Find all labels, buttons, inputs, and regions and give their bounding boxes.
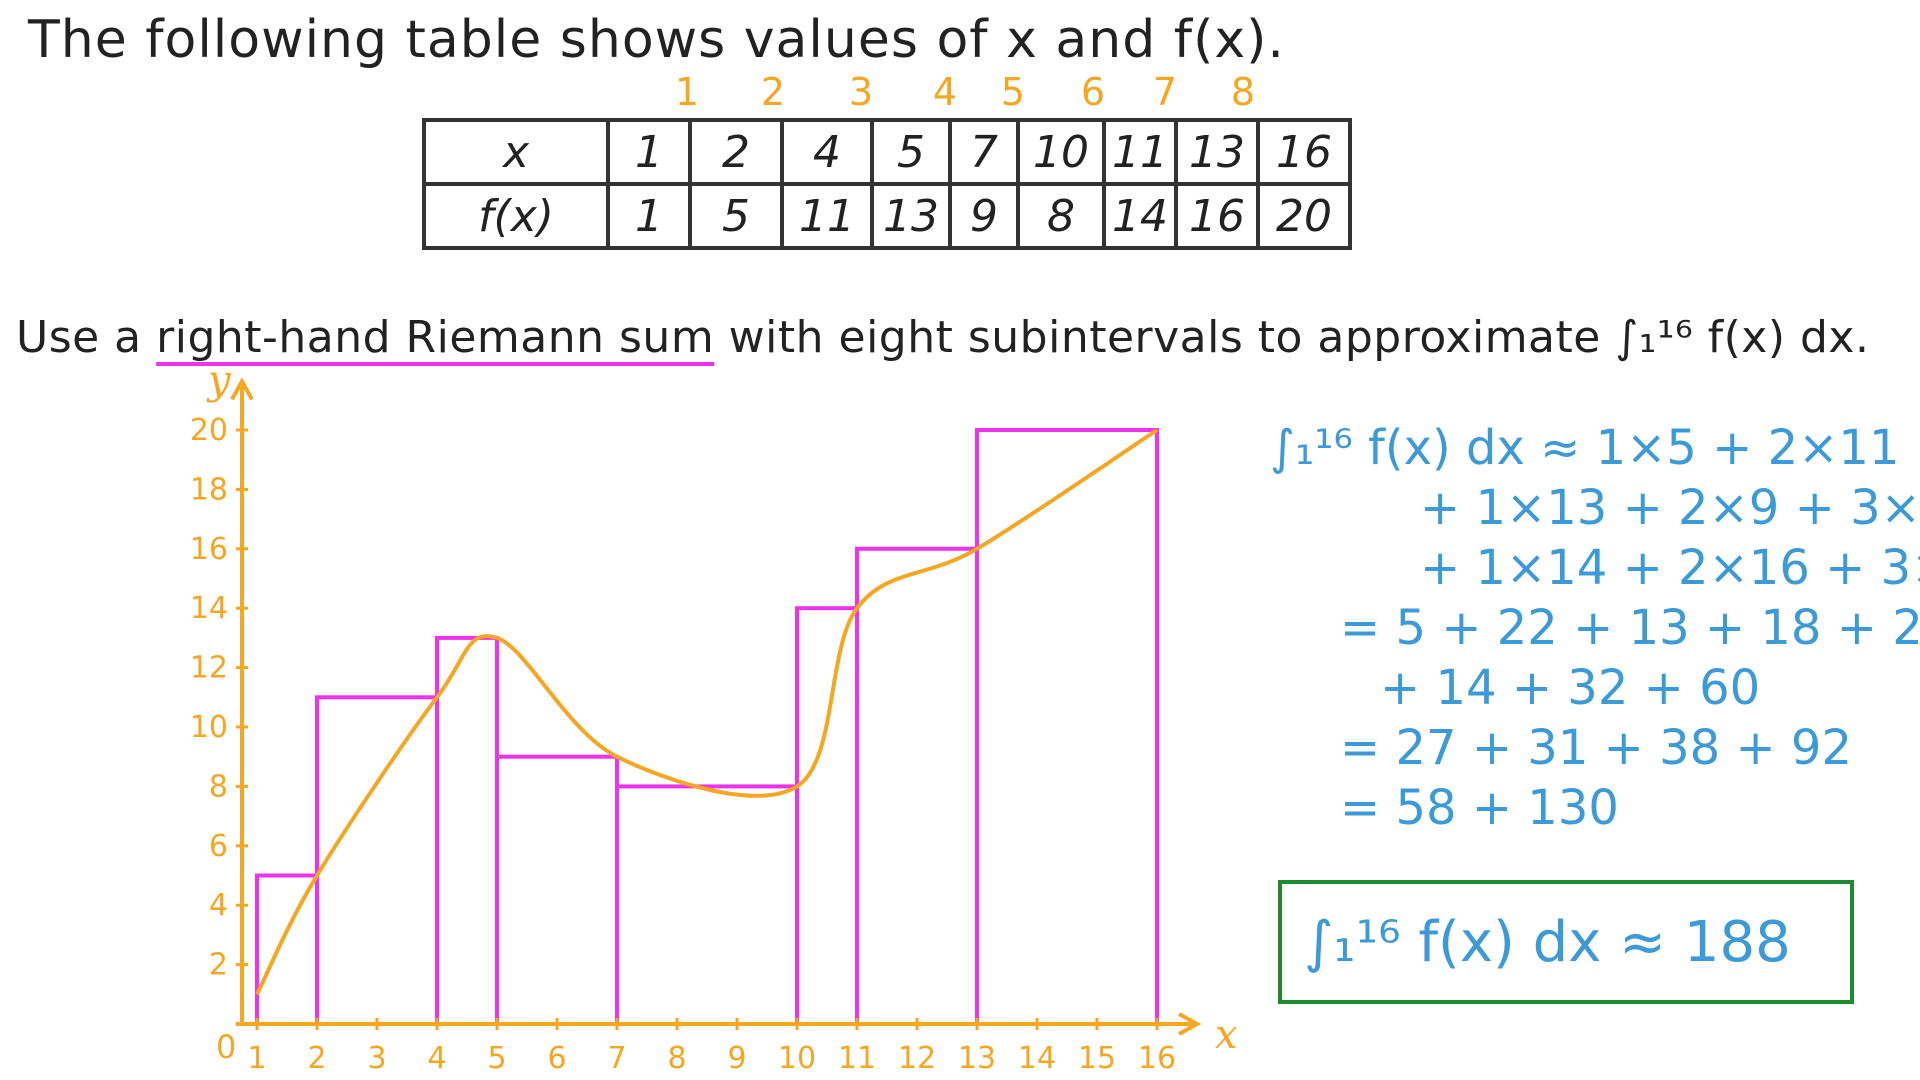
working-line: ∫₁¹⁶ f(x) dx ≈ 1×5 + 2×11 (1270, 420, 1900, 476)
riemann-rectangle (435, 635, 499, 1026)
table-cell: 5 (870, 118, 952, 186)
riemann-rectangle (795, 606, 859, 1026)
working-line: = 27 + 31 + 38 + 92 (1340, 720, 1852, 776)
riemann-rectangle (495, 754, 619, 1026)
riemann-graph: 1 2 3 4 5 6 7 8 9 10 11 12 13 14 15 1624681012141618200… (190, 360, 1238, 1076)
working-steps: ∫₁¹⁶ f(x) dx ≈ 1×5 + 2×11 + 1×13 + 2×9 +… (1270, 420, 1920, 860)
working-line: = 5 + 22 + 13 + 18 + 24 (1340, 600, 1920, 656)
interval-number: 2 (760, 70, 786, 114)
instruction-end: with eight subintervals to approximate ∫… (714, 312, 1870, 363)
table-cell: 13 (1174, 118, 1260, 186)
table-cell: 11 (780, 182, 874, 250)
table-cell: 1 (606, 118, 692, 186)
working-line: + 14 + 32 + 60 (1380, 660, 1761, 716)
origin-label: 0 (216, 1028, 236, 1066)
table-cell: 8 (1016, 182, 1106, 250)
x-tick-label: 7 (607, 1041, 626, 1076)
subinterval-numbers: 1 2 3 4 5 6 7 8 (0, 70, 1920, 120)
table-header-x: x (422, 118, 610, 186)
table-cell: 13 (870, 182, 952, 250)
table-cell: 16 (1174, 182, 1260, 250)
table-cell: 5 (688, 182, 784, 250)
table-cell: 20 (1256, 182, 1352, 250)
interval-number: 3 (848, 70, 874, 114)
x-tick-label: 14 (1018, 1041, 1056, 1076)
y-tick-label: 20 (190, 413, 228, 448)
interval-number: 7 (1152, 70, 1178, 114)
y-tick-label: 6 (209, 829, 228, 864)
table-cell: 10 (1016, 118, 1106, 186)
table-row-f: f(x) 1 5 11 13 9 8 14 16 20 (422, 182, 1352, 250)
instruction: Use a right-hand Riemann sum with eight … (16, 312, 1869, 363)
values-table: x 1 2 4 5 7 10 11 13 16 f(x) 1 5 11 13 9… (422, 118, 1352, 250)
axis-labels: 1 2 3 4 5 6 7 8 9 10 11 12 13 14 15 1624681012141618200… (190, 360, 1238, 1076)
x-tick-label: 16 (1138, 1041, 1176, 1076)
table-cell: 14 (1102, 182, 1178, 250)
table-cell: 11 (1102, 118, 1178, 186)
working-line: + 1×14 + 2×16 + 3×20 (1420, 540, 1920, 596)
x-tick-label: 4 (427, 1041, 446, 1076)
riemann-rectangle (975, 428, 1159, 1026)
instruction-start: Use a (16, 312, 157, 363)
y-axis-label: y (206, 360, 232, 403)
table-row-x: x 1 2 4 5 7 10 11 13 16 (422, 118, 1352, 186)
riemann-rectangle (615, 784, 799, 1026)
y-tick-label: 10 (190, 710, 228, 745)
riemann-rectangle (315, 695, 439, 1026)
final-answer: ∫₁¹⁶ f(x) dx ≈ 188 (1304, 909, 1791, 975)
table-cell: 16 (1256, 118, 1352, 186)
y-tick-label: 12 (190, 651, 228, 686)
interval-number: 8 (1230, 70, 1256, 114)
x-tick-label: 12 (898, 1041, 936, 1076)
axes (230, 377, 1202, 1036)
y-tick-label: 16 (190, 532, 228, 567)
function-curve (255, 428, 1159, 996)
y-axis-arrow (230, 377, 254, 401)
x-tick-label: 3 (367, 1041, 386, 1076)
x-tick-label: 15 (1078, 1041, 1116, 1076)
y-tick-label: 18 (190, 472, 228, 507)
instruction-highlight: right-hand Riemann sum (156, 312, 715, 363)
table-header-f: f(x) (422, 182, 610, 250)
y-tick-label: 2 (209, 948, 228, 983)
x-tick-label: 6 (547, 1041, 566, 1076)
riemann-rectangle (855, 546, 979, 1027)
interval-number: 1 (674, 70, 700, 114)
y-tick-label: 4 (209, 888, 228, 923)
working-line: + 1×13 + 2×9 + 3×8 (1420, 480, 1920, 536)
x-tick-label: 2 (307, 1041, 326, 1076)
x-tick-label: 13 (958, 1041, 996, 1076)
problem-statement: The following table shows values of x an… (28, 10, 1285, 70)
x-tick-label: 8 (667, 1041, 686, 1076)
table-cell: 9 (948, 182, 1020, 250)
table-cell: 1 (606, 182, 692, 250)
table-cell: 2 (688, 118, 784, 186)
x-tick-label: 11 (838, 1041, 876, 1076)
y-tick-label: 14 (190, 591, 228, 626)
answer-box: ∫₁¹⁶ f(x) dx ≈ 188 (1278, 880, 1854, 1004)
y-tick-label: 8 (209, 769, 228, 804)
x-axis-label: x (1215, 1012, 1238, 1058)
x-tick-label: 10 (778, 1041, 816, 1076)
x-tick-label: 9 (727, 1041, 746, 1076)
x-tick-label: 5 (487, 1041, 506, 1076)
table-cell: 4 (780, 118, 874, 186)
x-axis-arrow (1178, 1012, 1202, 1036)
interval-number: 4 (932, 70, 958, 114)
x-tick-label: 1 (247, 1041, 266, 1076)
riemann-rectangle (255, 873, 319, 1026)
interval-number: 6 (1080, 70, 1106, 114)
table-cell: 7 (948, 118, 1020, 186)
interval-number: 5 (1000, 70, 1026, 114)
working-line: = 58 + 130 (1340, 780, 1619, 836)
